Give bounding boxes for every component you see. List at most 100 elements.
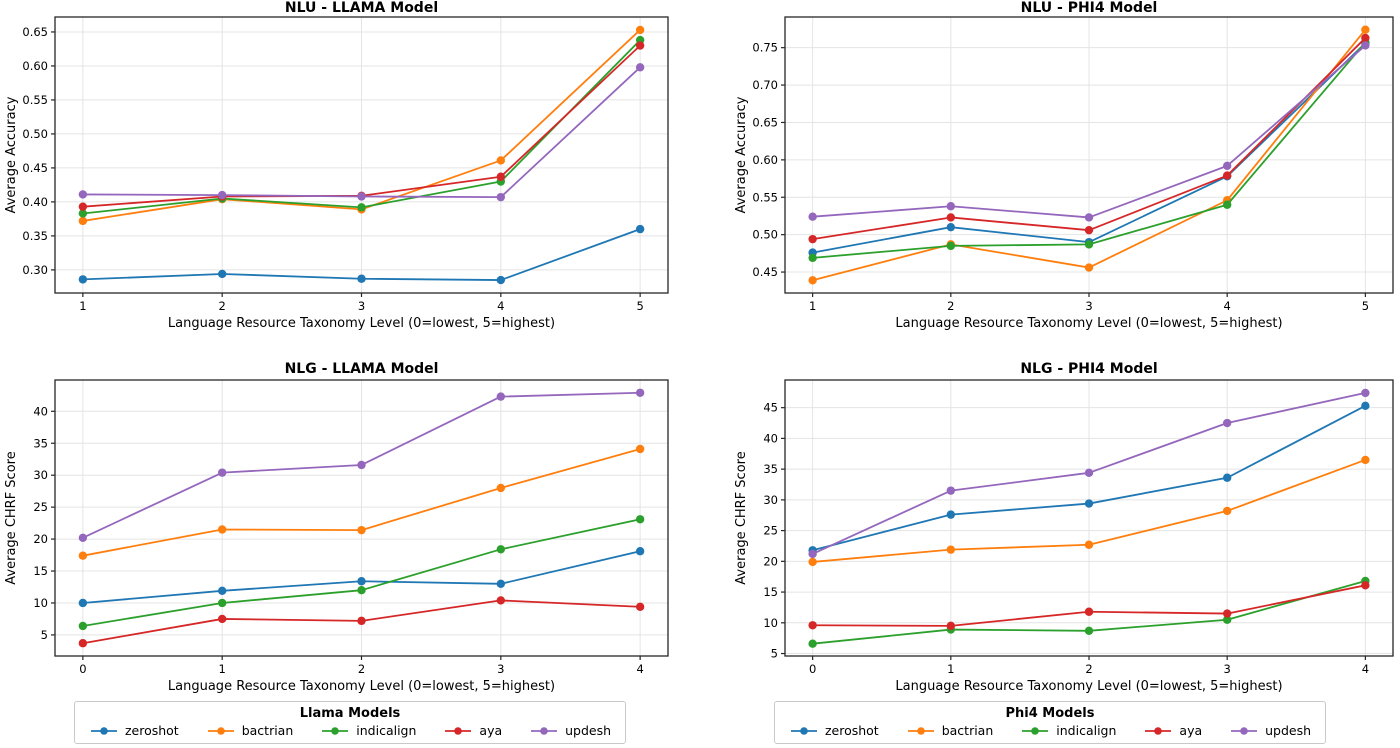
- data-point-indicalign-1: [78, 209, 88, 218]
- chart-title: NLU - PHI4 Model: [1021, 0, 1158, 16]
- y-tick-label: 0.60: [22, 59, 48, 73]
- legend-entry-aya: aya: [443, 723, 502, 738]
- y-tick-label: 35: [33, 436, 48, 450]
- legend-dot: [100, 726, 108, 735]
- data-point-bactrian-2: [1084, 540, 1094, 549]
- y-tick-label: 20: [33, 532, 48, 546]
- data-point-zeroshot-1: [78, 275, 88, 284]
- series-bactrian: [78, 444, 645, 560]
- y-axis-label: Average CHRF Score: [4, 451, 19, 584]
- line-marker-icon: [529, 725, 559, 737]
- x-axis: 1 2 3 4 5: [809, 293, 1369, 313]
- data-point-aya-4: [1361, 581, 1370, 590]
- data-point-bactrian-3: [1222, 506, 1232, 516]
- gridlines: [55, 17, 668, 293]
- series-bactrian: [808, 455, 1370, 567]
- data-point-aya-4: [496, 172, 506, 181]
- data-point-aya-5: [1361, 33, 1370, 43]
- gridlines: [785, 380, 1393, 656]
- legend-phi4-models: Phi4 Models zeroshot bactrian indicalign: [773, 701, 1327, 744]
- y-tick-label: 40: [33, 404, 48, 418]
- y-tick-label: 40: [763, 431, 778, 445]
- y-axis: 0.45 0.50 0.55 0.60 0.65 0.70 0.75: [752, 41, 785, 279]
- x-tick-label: 4: [497, 299, 504, 313]
- y-tick-label: 0.45: [752, 265, 778, 279]
- series-zeroshot: [78, 547, 645, 608]
- series-updesh: [78, 63, 645, 202]
- x-tick-label: 1: [219, 662, 226, 676]
- legend-entry-label: updesh: [565, 723, 612, 738]
- data-point-aya-3: [1222, 609, 1232, 618]
- series-aya: [808, 33, 1370, 244]
- data-point-aya-1: [808, 234, 817, 244]
- x-tick-label: 4: [636, 662, 643, 676]
- legend-entry-label: aya: [1179, 723, 1203, 738]
- data-point-aya-1: [78, 202, 88, 211]
- x-tick-label: 3: [497, 662, 504, 676]
- data-point-bactrian-3: [1084, 263, 1094, 272]
- y-tick-label: 0.45: [22, 161, 48, 175]
- x-tick-label: 0: [79, 662, 86, 676]
- x-tick-label: 0: [809, 662, 816, 676]
- legend-llama-models: Llama Models zeroshot bactrian indicalig…: [73, 701, 627, 744]
- series-zeroshot: [78, 224, 645, 285]
- chart-title: NLG - LLAMA Model: [285, 361, 439, 377]
- data-point-indicalign-1: [808, 253, 817, 263]
- y-tick-label: 20: [763, 554, 778, 568]
- x-axis-label: Language Resource Taxonomy Level (0=lowe…: [895, 679, 1282, 694]
- y-tick-label: 0.50: [752, 228, 778, 242]
- data-point-indicalign-0: [78, 621, 88, 631]
- data-point-indicalign-4: [1222, 200, 1232, 209]
- data-point-updesh-0: [808, 549, 817, 559]
- data-point-bactrian-2: [357, 525, 366, 535]
- x-axis: 0 1 2 3 4: [79, 656, 644, 676]
- data-point-aya-5: [635, 41, 645, 50]
- data-point-bactrian-0: [78, 551, 88, 560]
- gridlines: [55, 380, 668, 656]
- data-point-aya-0: [78, 639, 88, 648]
- legend-title: Phi4 Models: [1005, 706, 1095, 721]
- y-axis: 5 10 15 20 25 30 35 40: [33, 404, 55, 642]
- y-axis-label: Average Accuracy: [734, 96, 749, 213]
- legend-dot: [916, 726, 925, 735]
- data-point-bactrian-4: [496, 156, 506, 165]
- legend-dot: [1031, 726, 1040, 735]
- legend-entry-indicalign: indicalign: [1020, 723, 1116, 738]
- line-marker-icon: [1229, 725, 1259, 737]
- y-tick-label: 0.35: [22, 229, 48, 243]
- data-point-bactrian-1: [217, 525, 227, 534]
- data-point-bactrian-5: [1361, 25, 1370, 34]
- legend-entry-updesh: updesh: [529, 723, 611, 738]
- data-point-indicalign-0: [808, 639, 817, 648]
- legend-dot: [800, 726, 808, 735]
- y-tick-label: 0.60: [752, 153, 778, 167]
- y-tick-label: 5: [41, 628, 48, 642]
- legend-entry-zeroshot: zeroshot: [89, 723, 179, 738]
- legend-dot: [1240, 726, 1248, 735]
- data-point-bactrian-1: [946, 545, 956, 554]
- y-tick-label: 35: [763, 462, 778, 476]
- legend-half-phi4: Phi4 Models zeroshot bactrian indicalign: [700, 701, 1400, 748]
- line-marker-icon: [1020, 725, 1050, 737]
- data-point-bactrian-0: [808, 557, 817, 567]
- y-tick-label: 0.50: [22, 127, 48, 141]
- line-marker-icon: [206, 725, 236, 737]
- x-axis-label: Language Resource Taxonomy Level (0=lowe…: [895, 316, 1282, 331]
- x-tick-label: 2: [358, 662, 365, 676]
- line-marker-icon: [789, 725, 819, 737]
- data-point-indicalign-3: [1084, 240, 1094, 249]
- data-point-aya-0: [808, 621, 817, 630]
- x-tick-label: 1: [947, 662, 954, 676]
- data-point-aya-4: [635, 602, 645, 612]
- x-axis-label: Language Resource Taxonomy Level (0=lowe…: [168, 316, 555, 331]
- legend-entry-bactrian: bactrian: [906, 723, 993, 738]
- legend-dot: [331, 726, 340, 735]
- series-updesh: [808, 388, 1370, 559]
- data-point-zeroshot-2: [357, 577, 366, 586]
- data-point-indicalign-3: [357, 203, 366, 212]
- y-axis-label: Average Accuracy: [4, 96, 19, 213]
- legend-entry-zeroshot: zeroshot: [789, 723, 879, 738]
- data-point-updesh-5: [635, 63, 645, 72]
- data-point-aya-2: [1084, 607, 1094, 616]
